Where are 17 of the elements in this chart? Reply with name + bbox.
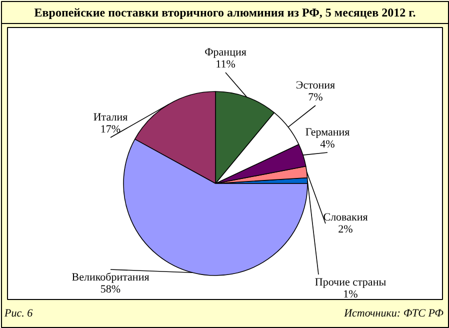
data-label: 4% [320,138,335,150]
slice-label: Словакия [323,212,368,224]
slice-label: Франция [204,46,246,58]
slice-label: Великобритания [72,272,150,284]
slice-label: Германия [305,126,350,138]
text: Рис. 6 [4,308,34,320]
slice-label: Италия [93,112,128,124]
chart-title: Европейские поставки вторичного алюминия из РФ, 5 месяцев 2012 г. [34,6,416,20]
data-label: 58% [100,284,121,296]
data-label: 17% [100,124,121,136]
slice-label: Прочие страны [314,276,387,288]
data-label: 11% [216,58,236,70]
data-label: 1% [343,288,358,300]
data-label: 7% [308,92,323,104]
slice-label: Эстония [296,80,336,92]
data-label: 2% [338,224,353,236]
text: Источники: ФТС РФ [343,308,444,320]
